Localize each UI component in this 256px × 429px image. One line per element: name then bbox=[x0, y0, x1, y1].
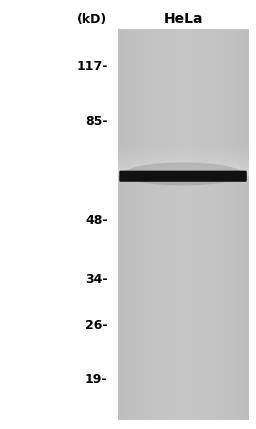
Text: 34-: 34- bbox=[85, 273, 108, 286]
Text: (kD): (kD) bbox=[77, 13, 108, 26]
Text: 26-: 26- bbox=[85, 319, 108, 332]
Text: 85-: 85- bbox=[85, 115, 108, 128]
Text: 117-: 117- bbox=[76, 60, 108, 73]
Text: 48-: 48- bbox=[85, 214, 108, 227]
FancyBboxPatch shape bbox=[119, 171, 247, 182]
Text: HeLa: HeLa bbox=[163, 12, 203, 26]
Ellipse shape bbox=[123, 162, 243, 185]
Text: 19-: 19- bbox=[85, 373, 108, 386]
